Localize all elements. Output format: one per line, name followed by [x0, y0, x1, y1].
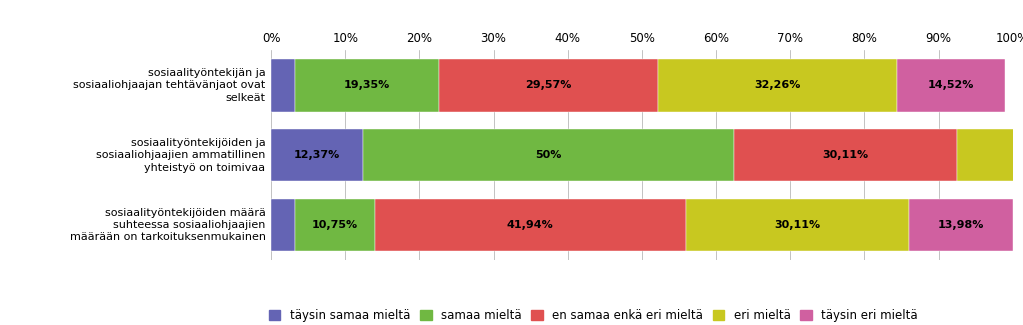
Bar [733, 129, 957, 181]
Text: 29,57%: 29,57% [525, 80, 572, 90]
Bar [363, 129, 733, 181]
Text: 41,94%: 41,94% [507, 220, 553, 230]
Bar [295, 199, 374, 251]
Bar [658, 59, 897, 111]
Bar [957, 129, 1023, 181]
Text: 50%: 50% [535, 150, 562, 160]
Bar [897, 59, 1005, 111]
Bar [909, 199, 1013, 251]
Legend: täysin samaa mieltä, samaa mieltä, en samaa enkä eri mieltä, eri mieltä, täysin : täysin samaa mieltä, samaa mieltä, en sa… [269, 309, 918, 322]
Text: 13,98%: 13,98% [938, 220, 984, 230]
Text: 19,35%: 19,35% [344, 80, 390, 90]
Text: 14,52%: 14,52% [928, 80, 974, 90]
Text: 30,11%: 30,11% [774, 220, 820, 230]
Bar [271, 59, 295, 111]
Bar [271, 129, 363, 181]
Bar [439, 59, 658, 111]
Bar [374, 199, 685, 251]
Text: 30,11%: 30,11% [822, 150, 869, 160]
Bar [271, 199, 295, 251]
Bar [685, 199, 909, 251]
Bar [295, 59, 439, 111]
Text: 10,75%: 10,75% [312, 220, 358, 230]
Text: 12,37%: 12,37% [294, 150, 340, 160]
Text: 32,26%: 32,26% [754, 80, 801, 90]
